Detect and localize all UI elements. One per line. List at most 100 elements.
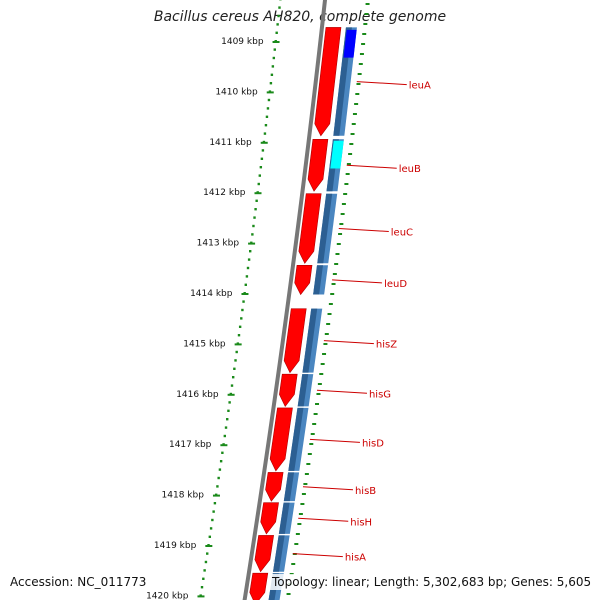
ruler-dot [247,258,251,261]
ruler-tick-label: 1410 kbp [215,87,258,97]
ruler-dot [241,308,244,312]
ruler-dot [272,56,276,60]
ruler-tick-label: 1416 kbp [176,390,219,400]
gene-label: hisZ [376,340,397,351]
gene-label: leuA [409,81,431,92]
accession-text: Accession: NC_011773 [8,574,149,590]
ruler-dot [219,460,223,463]
map-title: Bacillus cereus AH820, complete genome [153,9,447,25]
ruler-dot [216,485,219,488]
ruler-dot [276,23,279,26]
ruler-dot [263,132,267,135]
ruler-dot [233,367,236,370]
ruler-dot [213,502,217,505]
ruler-tick-label: 1417 kbp [169,440,212,450]
gene-label: hisB [355,486,376,497]
ruler-dot [218,468,222,471]
feature-block-shade [297,374,309,407]
cds-track [249,27,342,600]
ruler-dot [227,409,230,412]
feature-highlight [343,29,357,58]
feature-block-shade [273,535,285,572]
label-connector [309,438,360,443]
ruler-tick-label: 1419 kbp [154,541,197,551]
gene-label: leuB [399,164,421,175]
ruler-dot [259,166,263,169]
ruler-dot [265,115,269,118]
backbone-path [242,0,328,600]
ruler-dot [230,384,234,387]
feature-block-shade [288,407,304,471]
ruler-dot [211,518,214,522]
label-connector [338,227,389,232]
gene-label: hisD [362,438,384,449]
cds-arrow [314,27,342,137]
ruler-dot [260,157,264,160]
ruler-dot [237,334,241,337]
ruler-tick-label: 1415 kbp [183,339,226,349]
ruler-tick-label: 1412 kbp [203,188,246,198]
label-connector [356,81,407,86]
ruler-dot [253,216,256,219]
cds-arrow [283,308,307,374]
label-connector [292,553,343,558]
gene-label: hisH [350,517,372,528]
cds-arrow [294,264,313,296]
feature-block-shade [313,265,324,295]
cds-arrow [254,535,274,573]
cds-arrow [279,373,298,407]
ruler-tick-label: 1418 kbp [162,491,205,501]
gene-labels: leuA leuB leuC leuD hisZ hisG hisD hisB hisH hisA [292,81,431,564]
ruler-dot [266,107,270,110]
ruler-dot [242,300,245,303]
ruler-dot [223,434,227,438]
cds-arrow [269,407,293,472]
label-connector [298,517,349,522]
ruler-track: 1409 kbp 1410 kbp 1411 kbp 1412 kbp 1413 kbp… [146,0,282,600]
cds-arrow [249,572,269,600]
ruler-dot [278,6,281,9]
ruler-dot [277,14,280,18]
cds-arrow [265,472,284,502]
genome-summary-text: Topology: linear; Length: 5,302,683 bp; … [270,574,594,590]
feature-block-shade [302,308,318,373]
ruler-dot [231,376,235,379]
ruler-dot [224,426,228,429]
ruler-dot [271,65,275,68]
ruler-dot [228,401,231,404]
ruler-dot [267,98,271,102]
ruler-dot [226,418,229,421]
ruler-tick-label: 1420 kbp [146,591,189,600]
gene-label: leuC [391,227,413,238]
ruler-tick-label: 1411 kbp [209,138,252,148]
ruler-dot [212,510,215,513]
feature-block-shade [283,472,295,502]
label-connector [316,389,368,394]
ruler-dot [217,476,220,480]
ruler-dot [202,577,205,580]
label-connector [332,279,383,284]
gene-label: leuD [384,279,407,290]
cds-arrow [307,138,329,192]
ruler-dot [270,73,274,76]
ruler-dot [269,82,273,85]
ruler-tick-label: 1413 kbp [197,239,240,249]
ruler-dot [235,350,238,354]
ruler-dot [200,586,204,589]
ruler-dot [251,233,254,236]
ruler-dot [254,208,257,211]
ruler-dot [257,182,260,186]
feature-block-shade [317,193,333,264]
ruler-dot [244,283,247,286]
ruler-dot [255,199,258,202]
backbone-line [242,0,328,600]
ruler-dot [275,31,278,34]
ruler-dot [206,552,209,555]
ruler-dot [204,560,208,564]
label-connector [323,340,374,345]
ruler-dot [261,149,265,152]
ruler-dot [238,325,242,328]
cds-arrow [298,193,322,264]
ruler-dot [234,359,237,362]
ruler-dot [208,535,212,538]
